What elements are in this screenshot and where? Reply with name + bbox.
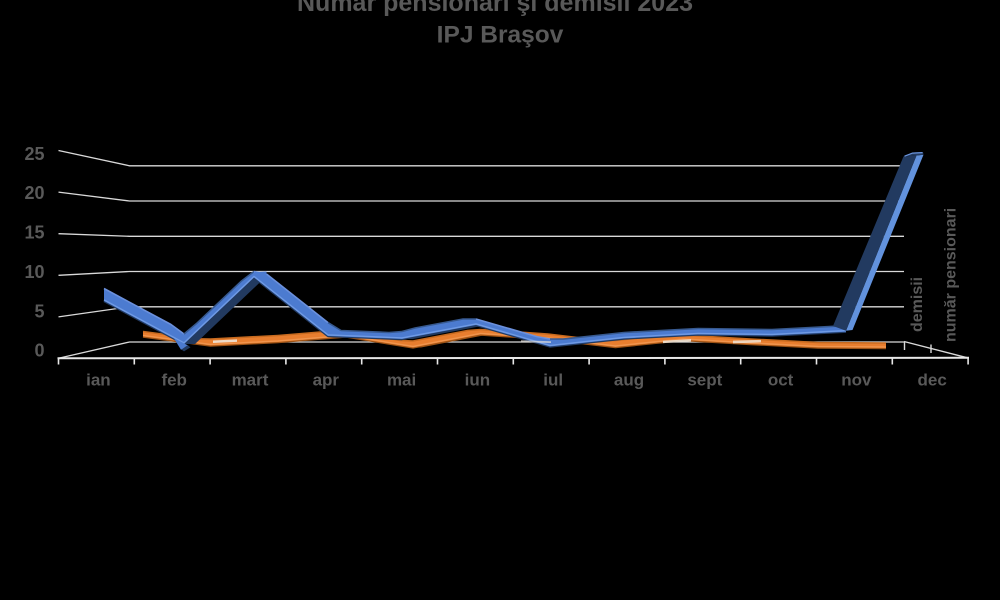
svg-text:Număr pensionari şi demisii 20: Număr pensionari şi demisii 2023 (297, 0, 693, 17)
svg-text:15: 15 (24, 223, 44, 243)
svg-text:sept: sept (687, 371, 722, 390)
svg-text:nov: nov (841, 371, 872, 390)
svg-text:oct: oct (768, 371, 794, 390)
svg-text:mart: mart (232, 371, 269, 390)
svg-text:25: 25 (24, 144, 44, 164)
svg-text:iul: iul (543, 371, 563, 390)
svg-text:mai: mai (387, 371, 416, 390)
svg-text:5: 5 (34, 301, 44, 321)
svg-text:număr pensionari: număr pensionari (943, 208, 960, 342)
svg-text:feb: feb (161, 371, 187, 390)
svg-text:20: 20 (24, 183, 44, 203)
svg-text:ian: ian (86, 371, 111, 390)
svg-text:demisii: demisii (909, 277, 926, 332)
svg-text:0: 0 (34, 341, 44, 361)
svg-text:IPJ Braşov: IPJ Braşov (437, 22, 564, 49)
svg-text:aug: aug (614, 371, 644, 390)
svg-text:iun: iun (465, 371, 491, 390)
svg-text:apr: apr (313, 371, 340, 390)
svg-text:10: 10 (24, 262, 44, 282)
svg-text:dec: dec (918, 371, 947, 390)
